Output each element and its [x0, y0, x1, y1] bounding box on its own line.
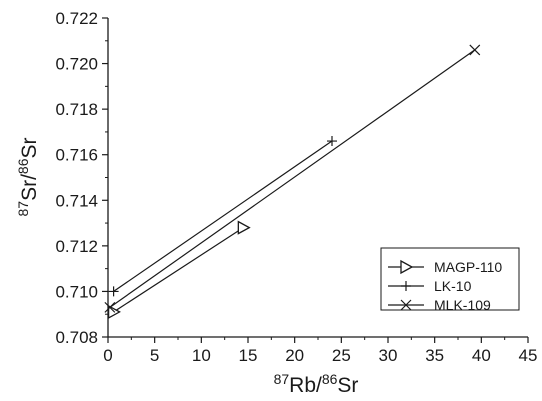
series-lk-10 [108, 136, 337, 297]
x-tick-label: 15 [239, 346, 258, 365]
x-axis-title: 87Rb/86Sr [274, 371, 359, 397]
y-axis-title-part1: Sr/ [18, 174, 41, 201]
y-tick-label: 0.722 [55, 9, 98, 28]
y-tick-label: 0.716 [55, 146, 98, 165]
series-line-mlk-109 [109, 49, 476, 308]
y-axis-title-sup2: 86 [15, 158, 31, 174]
x-tick-label: 5 [150, 346, 159, 365]
data-point-mlk-109 [104, 301, 116, 313]
data-point-mlk-109 [469, 44, 481, 56]
legend-marker-magp-110 [400, 259, 414, 275]
legend-marker-mlk-109 [400, 299, 412, 311]
legend-item-lk-10: LK-10 [388, 278, 472, 294]
x-tick-label: 10 [192, 346, 211, 365]
series-line-magp-110 [113, 227, 244, 313]
data-point-magp-110 [237, 220, 251, 235]
y-tick-label: 0.720 [55, 55, 98, 74]
x-tick-label: 0 [103, 346, 112, 365]
x-tick-label: 35 [425, 346, 444, 365]
legend-label-mlk-109: MLK-109 [434, 297, 491, 313]
x-axis-title-sup1: 87 [274, 371, 290, 387]
series-layer [104, 44, 481, 320]
y-tick-label: 0.714 [55, 191, 98, 210]
series-magp-110 [107, 220, 251, 320]
y-tick-label: 0.712 [55, 237, 98, 256]
legend-label-magp-110: MAGP-110 [434, 259, 502, 275]
x-tick-label: 30 [379, 346, 398, 365]
legend-item-mlk-109: MLK-109 [388, 297, 491, 313]
series-mlk-109 [104, 44, 481, 313]
x-axis-title-part2: Sr [337, 374, 358, 397]
series-line-lk-10 [113, 140, 333, 292]
y-tick-label: 0.710 [55, 282, 98, 301]
x-axis-title-part1: Rb/ [289, 374, 322, 397]
y-tick-label: 0.718 [55, 100, 98, 119]
y-tick-label: 0.708 [55, 328, 98, 347]
legend-items: MAGP-110 LK-10 MLK-109 [388, 259, 502, 313]
legend-item-magp-110: MAGP-110 [388, 259, 502, 275]
y-axis-title-part2: Sr [18, 137, 41, 158]
legend-box [380, 247, 520, 311]
x-tick-label: 25 [332, 346, 351, 365]
y-axis-title-sup1: 87 [15, 201, 31, 217]
legend-label-lk-10: LK-10 [434, 278, 472, 294]
x-tick-label: 45 [519, 346, 538, 365]
x-tick-label: 20 [285, 346, 304, 365]
x-axis-title-sup2: 86 [322, 371, 338, 387]
y-axis-title: 87Sr/86Sr [15, 137, 41, 216]
data-point-lk-10 [108, 286, 119, 297]
y-axis-ticks: 0.708 0.710 0.712 0.714 0.716 0.718 0.720 0.722 [55, 9, 108, 347]
legend: MAGP-110 LK-10 MLK-109 [380, 247, 520, 313]
x-axis-ticks: 0 5 10 15 20 25 30 35 40 45 [103, 337, 537, 365]
legend-marker-lk-10 [401, 281, 411, 291]
x-tick-label: 40 [472, 346, 491, 365]
data-point-lk-10 [327, 136, 337, 147]
